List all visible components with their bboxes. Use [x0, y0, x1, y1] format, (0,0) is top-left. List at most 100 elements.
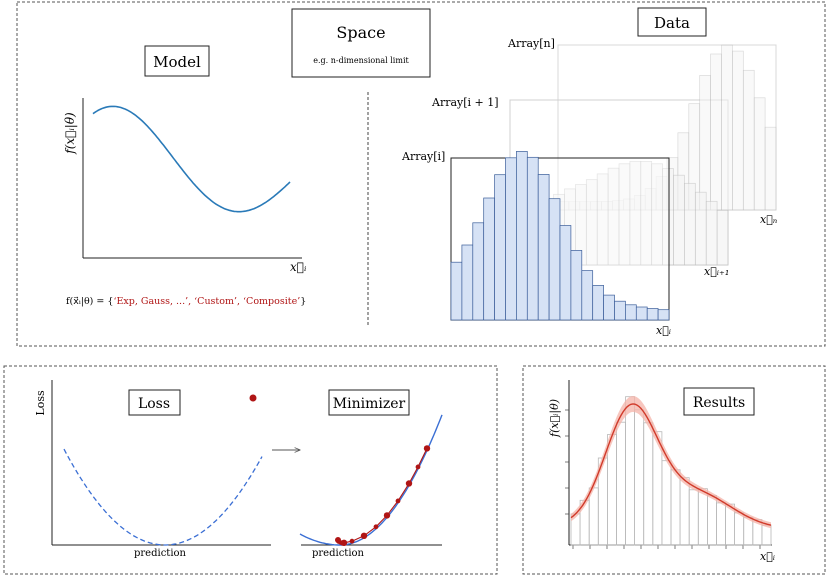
- minimizer-step-point: [340, 539, 348, 546]
- histogram-bar: [483, 197, 495, 321]
- minimizer-step-point: [423, 445, 431, 452]
- minimizer-step-point: [373, 524, 379, 530]
- minimizer-steps: [335, 445, 431, 546]
- histogram-bar: [646, 308, 659, 321]
- minimizer-step-point: [395, 498, 401, 504]
- histogram-bar: [734, 512, 745, 546]
- histogram-bar: [616, 421, 627, 546]
- histogram-bar: [548, 198, 561, 321]
- model-x-label: x⃗ᵢ: [290, 260, 307, 274]
- histogram-bar: [625, 304, 637, 321]
- minimizer-curve: [299, 414, 443, 546]
- top-panel-frame: [16, 1, 826, 347]
- loss-curve: [63, 448, 263, 546]
- model-label-box: [144, 45, 210, 77]
- results-label-box: [683, 387, 755, 416]
- histogram-bar: [753, 97, 766, 211]
- histogram-bar: [581, 270, 594, 321]
- histogram-bar: [707, 495, 717, 546]
- loss-panel-frame: [3, 365, 498, 575]
- histogram-bar: [716, 209, 729, 266]
- minimizer-step-point: [405, 480, 413, 487]
- minimizer-x-label: prediction: [312, 548, 365, 559]
- histogram-bar: [721, 44, 733, 211]
- results-panel-frame: [522, 365, 826, 575]
- minimizer-step-point: [383, 512, 391, 519]
- histogram-bar: [732, 50, 744, 211]
- space-label: Space: [336, 23, 385, 42]
- histogram-bar: [710, 53, 722, 211]
- array-i-label: Array[i]: [401, 150, 445, 163]
- array-i-x-label: x⃗ᵢ: [656, 324, 671, 337]
- model-panel: Model f(x⃗ᵢ|θ) x⃗ᵢ f(x⃗ᵢ|θ) = {‘Exp, Gau…: [63, 45, 307, 307]
- histogram-bar: [559, 225, 572, 321]
- histogram-bar: [570, 250, 583, 321]
- histogram-bar: [588, 487, 599, 546]
- minimizer-step-path: [336, 448, 428, 546]
- histogram-bar: [461, 244, 474, 321]
- data-panel: Data Array[n] Array[i + 1] Array[i] x⃗ₙ …: [401, 7, 777, 337]
- loss-x-label: prediction: [134, 548, 187, 559]
- results-fit-line: [570, 403, 772, 526]
- histogram-bar: [603, 294, 615, 321]
- histogram-bar: [537, 174, 550, 321]
- minimizer-step-point: [415, 464, 421, 470]
- array-i1-x-label: x⃗ᵢ₊₁: [704, 265, 729, 278]
- histogram-bar: [699, 75, 711, 211]
- space-subtitle: e.g. n-dimensional limit: [313, 56, 409, 65]
- minimizer-label-box: [328, 389, 410, 416]
- histogram-bar: [634, 409, 645, 546]
- histogram-bar: [472, 222, 485, 321]
- histogram-bar: [705, 200, 718, 266]
- histogram-bar: [592, 285, 604, 321]
- loss-panel: Loss prediction Loss: [34, 380, 300, 559]
- histogram-bar: [643, 422, 654, 546]
- array-n-label: Array[n]: [507, 37, 555, 50]
- results-axis-ticks: [565, 409, 761, 549]
- histogram-bar: [716, 502, 727, 546]
- array-i-histogram: [450, 151, 670, 321]
- minimizer-step-point: [349, 538, 355, 544]
- model-label: Model: [153, 53, 201, 71]
- histogram-bar: [505, 157, 517, 321]
- array-n-x-label: x⃗ₙ: [760, 213, 777, 226]
- histogram-bar: [526, 156, 539, 321]
- space-box: [291, 8, 431, 78]
- loss-label-box: [128, 389, 181, 416]
- histogram-bar: [742, 69, 755, 211]
- data-label-box: [637, 7, 707, 37]
- model-formula-rhs: }: [300, 296, 306, 307]
- histogram-bar: [661, 460, 672, 546]
- histogram-bar: [670, 469, 681, 546]
- results-y-label: f(x⃗ᵢ|θ): [548, 399, 562, 438]
- histogram-bar: [625, 396, 636, 546]
- histogram-bar: [688, 489, 699, 546]
- histogram-bar: [450, 261, 463, 321]
- array-i1-label: Array[i + 1]: [431, 96, 499, 109]
- results-x-label: x⃗ᵢ: [760, 550, 775, 563]
- model-y-label: f(x⃗ᵢ|θ): [63, 112, 77, 155]
- histogram-bar: [697, 488, 708, 546]
- histogram-bar: [743, 516, 754, 546]
- histogram-bar: [635, 306, 648, 321]
- histogram-bar: [494, 174, 506, 321]
- loss-current-point: [249, 394, 257, 402]
- loss-label: Loss: [138, 396, 170, 412]
- histogram-bar: [764, 126, 777, 211]
- loss-y-label: Loss: [34, 390, 47, 416]
- histogram-bar: [614, 300, 626, 321]
- histogram-bar: [516, 151, 528, 321]
- model-curve: [92, 105, 291, 213]
- histogram-bar: [673, 174, 685, 266]
- histogram-bar: [694, 191, 707, 266]
- minimizer-step-point: [335, 537, 341, 543]
- histogram-bar: [761, 524, 772, 546]
- model-formula-options: ‘Exp, Gauss, ...’, ‘Custom’, ‘Composite’: [113, 296, 300, 307]
- results-label: Results: [693, 395, 745, 411]
- histogram-bar: [657, 309, 670, 321]
- results-uncertainty-band: [571, 396, 771, 529]
- histogram-bar: [679, 477, 690, 546]
- minimizer-label: Minimizer: [333, 396, 406, 412]
- results-panel: f(x⃗ᵢ|θ) x⃗ᵢ Results: [548, 380, 775, 563]
